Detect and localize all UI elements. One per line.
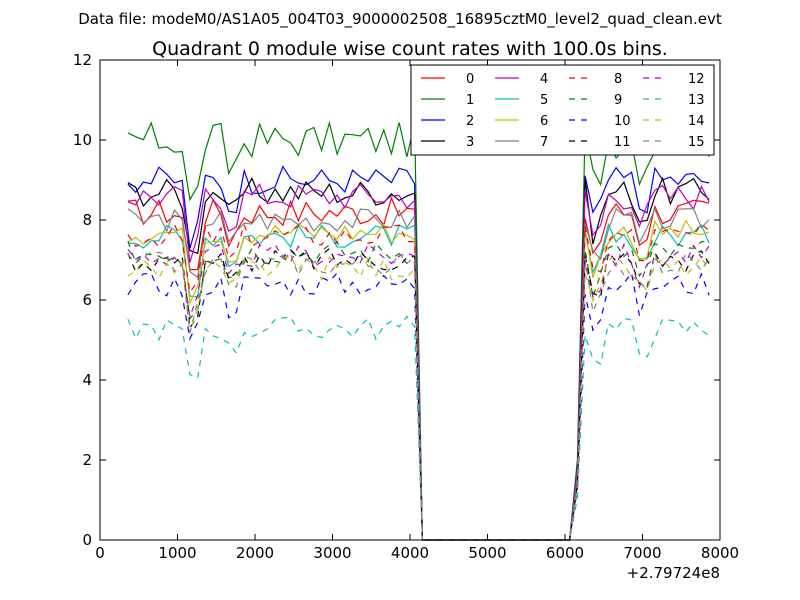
legend-label-13: 13 [688, 93, 705, 108]
x-tick-label: 5000 [468, 544, 506, 562]
legend-label-7: 7 [540, 135, 548, 150]
legend-label-14: 14 [688, 114, 705, 129]
series-line-13 [127, 315, 710, 541]
x-tick-label: 3000 [313, 544, 351, 562]
y-tick-label: 12 [73, 51, 92, 69]
x-tick-label: 6000 [546, 544, 584, 562]
legend-label-12: 12 [688, 72, 705, 87]
legend-label-3: 3 [466, 135, 474, 150]
legend-label-11: 11 [614, 135, 631, 150]
x-tick-label: 8000 [701, 544, 739, 562]
y-tick-label: 10 [73, 131, 92, 149]
legend-box [410, 64, 715, 156]
legend-label-9: 9 [614, 93, 622, 108]
legend-label-6: 6 [540, 114, 548, 129]
y-tick-label: 8 [82, 211, 92, 229]
legend-label-4: 4 [540, 72, 548, 87]
y-tick-label: 2 [82, 451, 92, 469]
x-tick-label: 4000 [391, 544, 429, 562]
y-tick-label: 6 [82, 291, 92, 309]
x-offset-label: +2.79724e8 [627, 564, 720, 582]
legend-label-0: 0 [466, 72, 474, 87]
x-tick-label: 2000 [236, 544, 274, 562]
x-tick-label: 1000 [158, 544, 196, 562]
legend-label-8: 8 [614, 72, 622, 87]
series-layer [127, 120, 710, 541]
series-line-8 [127, 222, 710, 541]
y-tick-label: 0 [82, 531, 92, 549]
legend-label-1: 1 [466, 93, 474, 108]
series-line-15 [127, 251, 710, 541]
y-tick-label: 4 [82, 371, 92, 389]
legend-label-15: 15 [688, 135, 705, 150]
series-line-9 [127, 240, 710, 541]
legend-label-10: 10 [614, 114, 631, 129]
suptitle: Data file: modeM0/AS1A05_004T03_90000025… [78, 10, 722, 29]
legend-label-5: 5 [540, 93, 548, 108]
x-tick-label: 7000 [623, 544, 661, 562]
legend-label-2: 2 [466, 114, 474, 129]
ticks-layer: 0 1000 2000 3000 4000 5000 6000 7000 80000246810… [73, 51, 739, 562]
chart-title: Quadrant 0 module wise count rates with … [152, 38, 668, 60]
x-tick-label: 0 [95, 544, 105, 562]
